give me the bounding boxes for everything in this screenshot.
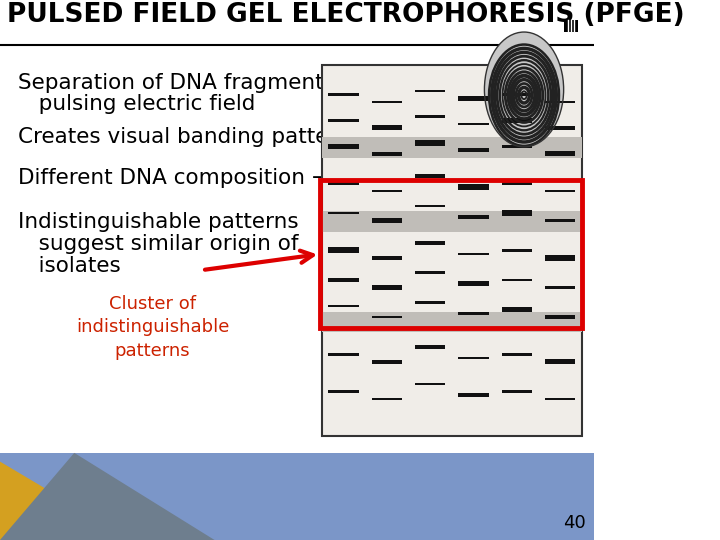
Bar	[545, 190, 575, 192]
Text: Creates visual banding pattern unique for isolate: Creates visual banding pattern unique fo…	[18, 127, 546, 147]
Text: PULSED FIELD GEL ELECTROPHORESIS (PFGE): PULSED FIELD GEL ELECTROPHORESIS (PFGE)	[6, 2, 684, 28]
Text: pulsing electric field: pulsing electric field	[18, 94, 256, 114]
Bar	[564, 20, 577, 32]
Bar	[328, 119, 359, 122]
Bar	[459, 148, 489, 152]
Bar	[372, 316, 402, 319]
Bar	[502, 390, 532, 393]
Text: Separation of DNA fragments in a gel using  a: Separation of DNA fragments in a gel usi…	[18, 73, 513, 93]
Bar	[322, 312, 582, 332]
Bar	[545, 286, 575, 289]
Bar	[545, 126, 575, 130]
Polygon shape	[0, 462, 132, 540]
Bar	[328, 144, 359, 149]
Bar	[502, 93, 532, 96]
Bar	[502, 118, 532, 123]
Bar	[328, 182, 359, 185]
Text: isolates: isolates	[18, 255, 121, 275]
Bar	[415, 174, 446, 178]
Bar	[415, 205, 446, 207]
Bar	[415, 90, 446, 92]
Bar	[459, 123, 489, 125]
Bar	[545, 255, 575, 261]
Text: Different DNA composition → different PFGE: Different DNA composition → different PF…	[18, 168, 491, 188]
Text: Cluster of
indistinguishable
patterns: Cluster of indistinguishable patterns	[76, 295, 230, 360]
Bar	[502, 248, 532, 252]
Bar	[415, 140, 446, 146]
Bar	[372, 100, 402, 103]
Bar	[415, 240, 446, 245]
Bar	[415, 383, 446, 385]
Bar	[459, 96, 489, 100]
Bar	[372, 152, 402, 156]
Bar	[322, 137, 582, 158]
Bar	[322, 65, 582, 436]
Text: Indistinguishable patterns: Indistinguishable patterns	[18, 212, 299, 232]
Bar	[459, 215, 489, 219]
Bar	[545, 151, 575, 156]
Bar	[459, 394, 489, 397]
Bar	[415, 345, 446, 349]
Bar	[545, 219, 575, 222]
Bar	[372, 360, 402, 363]
Bar	[322, 211, 582, 232]
Bar	[328, 247, 359, 253]
Bar	[320, 180, 582, 328]
Bar	[545, 315, 575, 319]
Bar	[415, 301, 446, 303]
Ellipse shape	[485, 32, 564, 147]
Bar	[459, 281, 489, 286]
Bar	[328, 390, 359, 393]
Bar	[459, 312, 489, 315]
Bar	[372, 190, 402, 192]
Bar	[328, 278, 359, 282]
Bar	[502, 353, 532, 356]
Bar	[415, 115, 446, 118]
Bar	[0, 5, 594, 453]
Bar	[502, 182, 532, 185]
Bar	[372, 218, 402, 223]
Bar	[502, 145, 532, 147]
Bar	[328, 353, 359, 356]
Bar	[328, 305, 359, 307]
Bar	[328, 212, 359, 214]
Bar	[459, 184, 489, 190]
Bar	[372, 256, 402, 260]
Bar	[502, 279, 532, 281]
Bar	[502, 210, 532, 216]
Bar	[372, 398, 402, 400]
Bar	[0, 453, 594, 540]
Bar	[415, 271, 446, 274]
Bar	[545, 100, 575, 103]
Text: suggest similar origin of: suggest similar origin of	[18, 234, 299, 254]
Bar	[372, 125, 402, 130]
Bar	[459, 357, 489, 359]
Bar	[502, 307, 532, 312]
Bar	[545, 360, 575, 364]
Polygon shape	[0, 453, 215, 540]
Bar	[372, 285, 402, 291]
Bar	[459, 253, 489, 255]
Bar	[545, 398, 575, 400]
Text: 40: 40	[563, 514, 586, 532]
Bar	[328, 93, 359, 96]
